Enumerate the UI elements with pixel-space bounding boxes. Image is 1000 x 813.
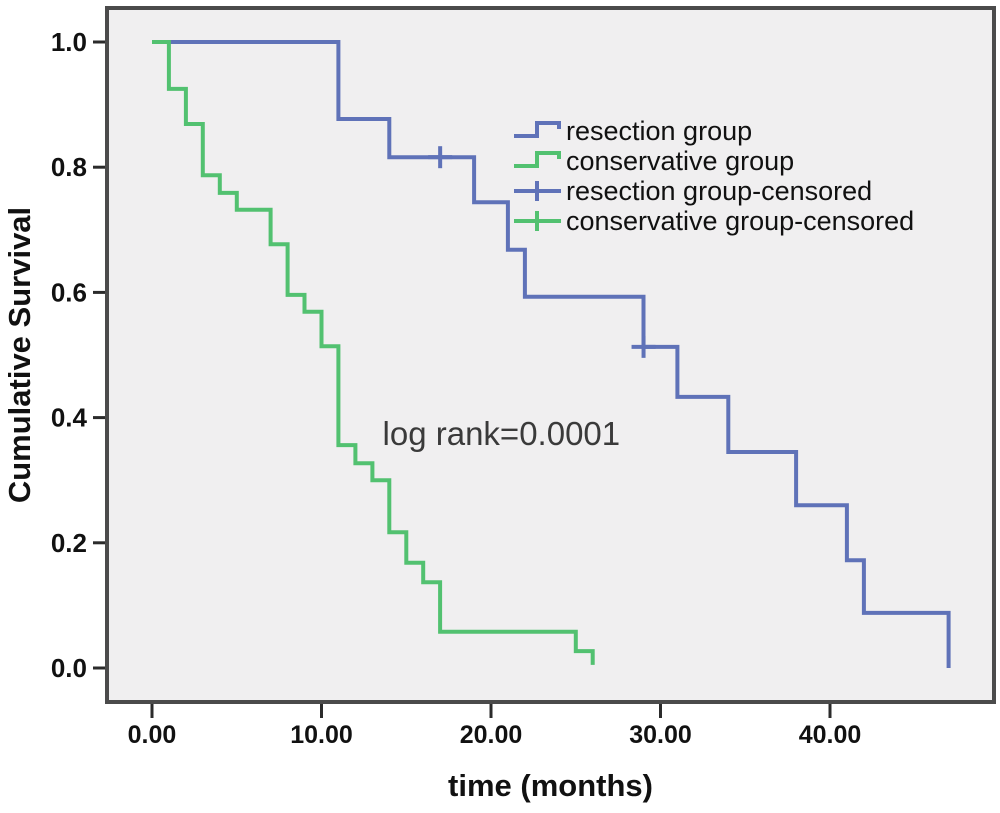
legend-marker-step-line [514,121,561,138]
legend-marker-step-line [514,151,561,168]
x-axis-tick-label: 0.00 [128,721,177,749]
x-axis-title: time (months) [448,768,653,803]
x-axis-tick-label: 40.00 [799,721,862,749]
y-axis-title: Cumulative Survival [2,207,37,503]
legend-label: conservative group [566,146,794,176]
x-axis-tick-label: 30.00 [629,721,692,749]
legend-item: resection group-censored [514,176,872,206]
y-axis-tick-label: 0.4 [51,403,88,433]
legend-label: resection group [566,116,752,146]
legend-item: resection group [514,116,752,146]
legend-label: conservative group-censored [566,206,914,236]
y-axis-tick-label: 0.2 [51,528,87,558]
y-axis-tick-label: 0.0 [51,653,87,683]
x-axis-tick-label: 10.00 [290,721,353,749]
legend-item: conservative group [514,146,794,176]
y-axis-tick-label: 0.6 [51,277,87,307]
log-rank-annotation: log rank=0.0001 [383,415,621,452]
legend-item: conservative group-censored [514,206,914,236]
y-axis-tick-label: 0.8 [51,152,87,182]
x-axis-tick-label: 20.00 [460,721,523,749]
legend-label: resection group-censored [566,176,872,206]
plot-area [105,6,996,704]
survival-curve-conservative-group [152,40,595,665]
y-axis-tick-label: 1.0 [51,27,87,57]
